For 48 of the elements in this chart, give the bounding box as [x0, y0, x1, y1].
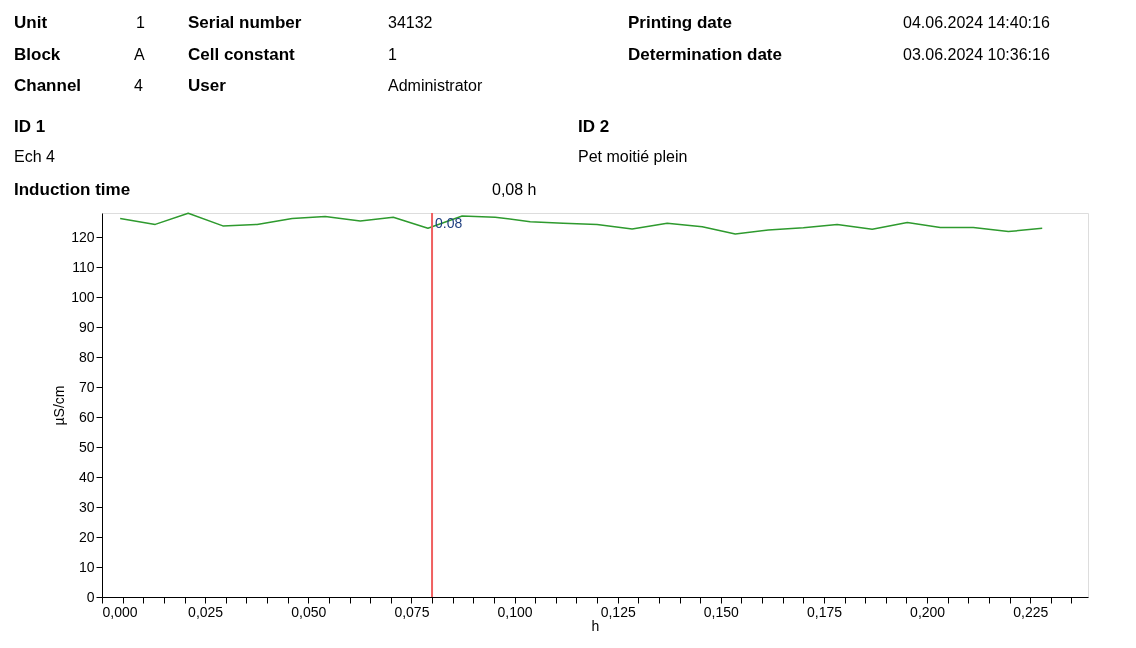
text: Pet moitié plein — [578, 148, 688, 165]
x-tick-label: 0,000 — [102, 603, 138, 620]
text: Induction time — [14, 180, 131, 199]
text: 04.06.2024 14:40:16 — [903, 14, 1050, 31]
text: Printing date — [628, 13, 732, 32]
y-tick-label: 30 — [78, 498, 95, 515]
y-tick-label: 60 — [78, 408, 95, 425]
x-axis-title: h — [591, 617, 600, 634]
x-tick-label: 0,150 — [703, 603, 740, 620]
text: A — [134, 46, 145, 63]
text: 1 — [136, 14, 145, 31]
text: Channel — [14, 76, 82, 95]
text: Block — [14, 45, 61, 64]
y-tick-label: 20 — [78, 528, 95, 545]
x-tick-label: 0,050 — [291, 603, 327, 620]
y-axis-title: µS/cm — [51, 385, 68, 426]
x-tick-label: 0,200 — [910, 603, 946, 620]
text: 4 — [134, 77, 143, 94]
y-tick-label: 80 — [78, 348, 95, 365]
y-tick-label: 10 — [78, 558, 95, 575]
text: 0,08 h — [492, 181, 537, 198]
y-tick-label: 110 — [72, 258, 95, 275]
x-tick-label: 0,100 — [497, 603, 533, 620]
y-tick-label: 0 — [86, 588, 95, 605]
text: User — [188, 76, 227, 95]
text: ID 1 — [14, 117, 46, 136]
text: Determination date — [628, 45, 782, 64]
y-tick-label: 120 — [71, 228, 95, 245]
x-tick-label: 0,175 — [806, 603, 843, 620]
x-tick-label: 0,125 — [600, 603, 636, 620]
y-tick-label: 40 — [78, 468, 95, 485]
y-tick-label: 50 — [78, 438, 95, 455]
text: 03.06.2024 10:36:16 — [903, 46, 1050, 63]
y-tick-label: 90 — [78, 318, 95, 335]
text: ID 2 — [578, 117, 610, 136]
text: Ech 4 — [14, 148, 56, 165]
y-tick-label: 100 — [71, 288, 95, 305]
text: Administrator — [388, 77, 483, 94]
text: Unit — [14, 13, 48, 32]
y-tick-label: 70 — [78, 378, 95, 395]
text: 34132 — [388, 14, 433, 31]
line-series — [119, 212, 1043, 235]
x-tick-label: 0,075 — [394, 603, 430, 620]
text: Serial number — [188, 13, 302, 32]
x-tick-label: 0,225 — [1013, 603, 1049, 620]
text: 1 — [388, 46, 397, 63]
text: Cell constant — [188, 45, 296, 64]
x-tick-label: 0,025 — [188, 603, 224, 620]
